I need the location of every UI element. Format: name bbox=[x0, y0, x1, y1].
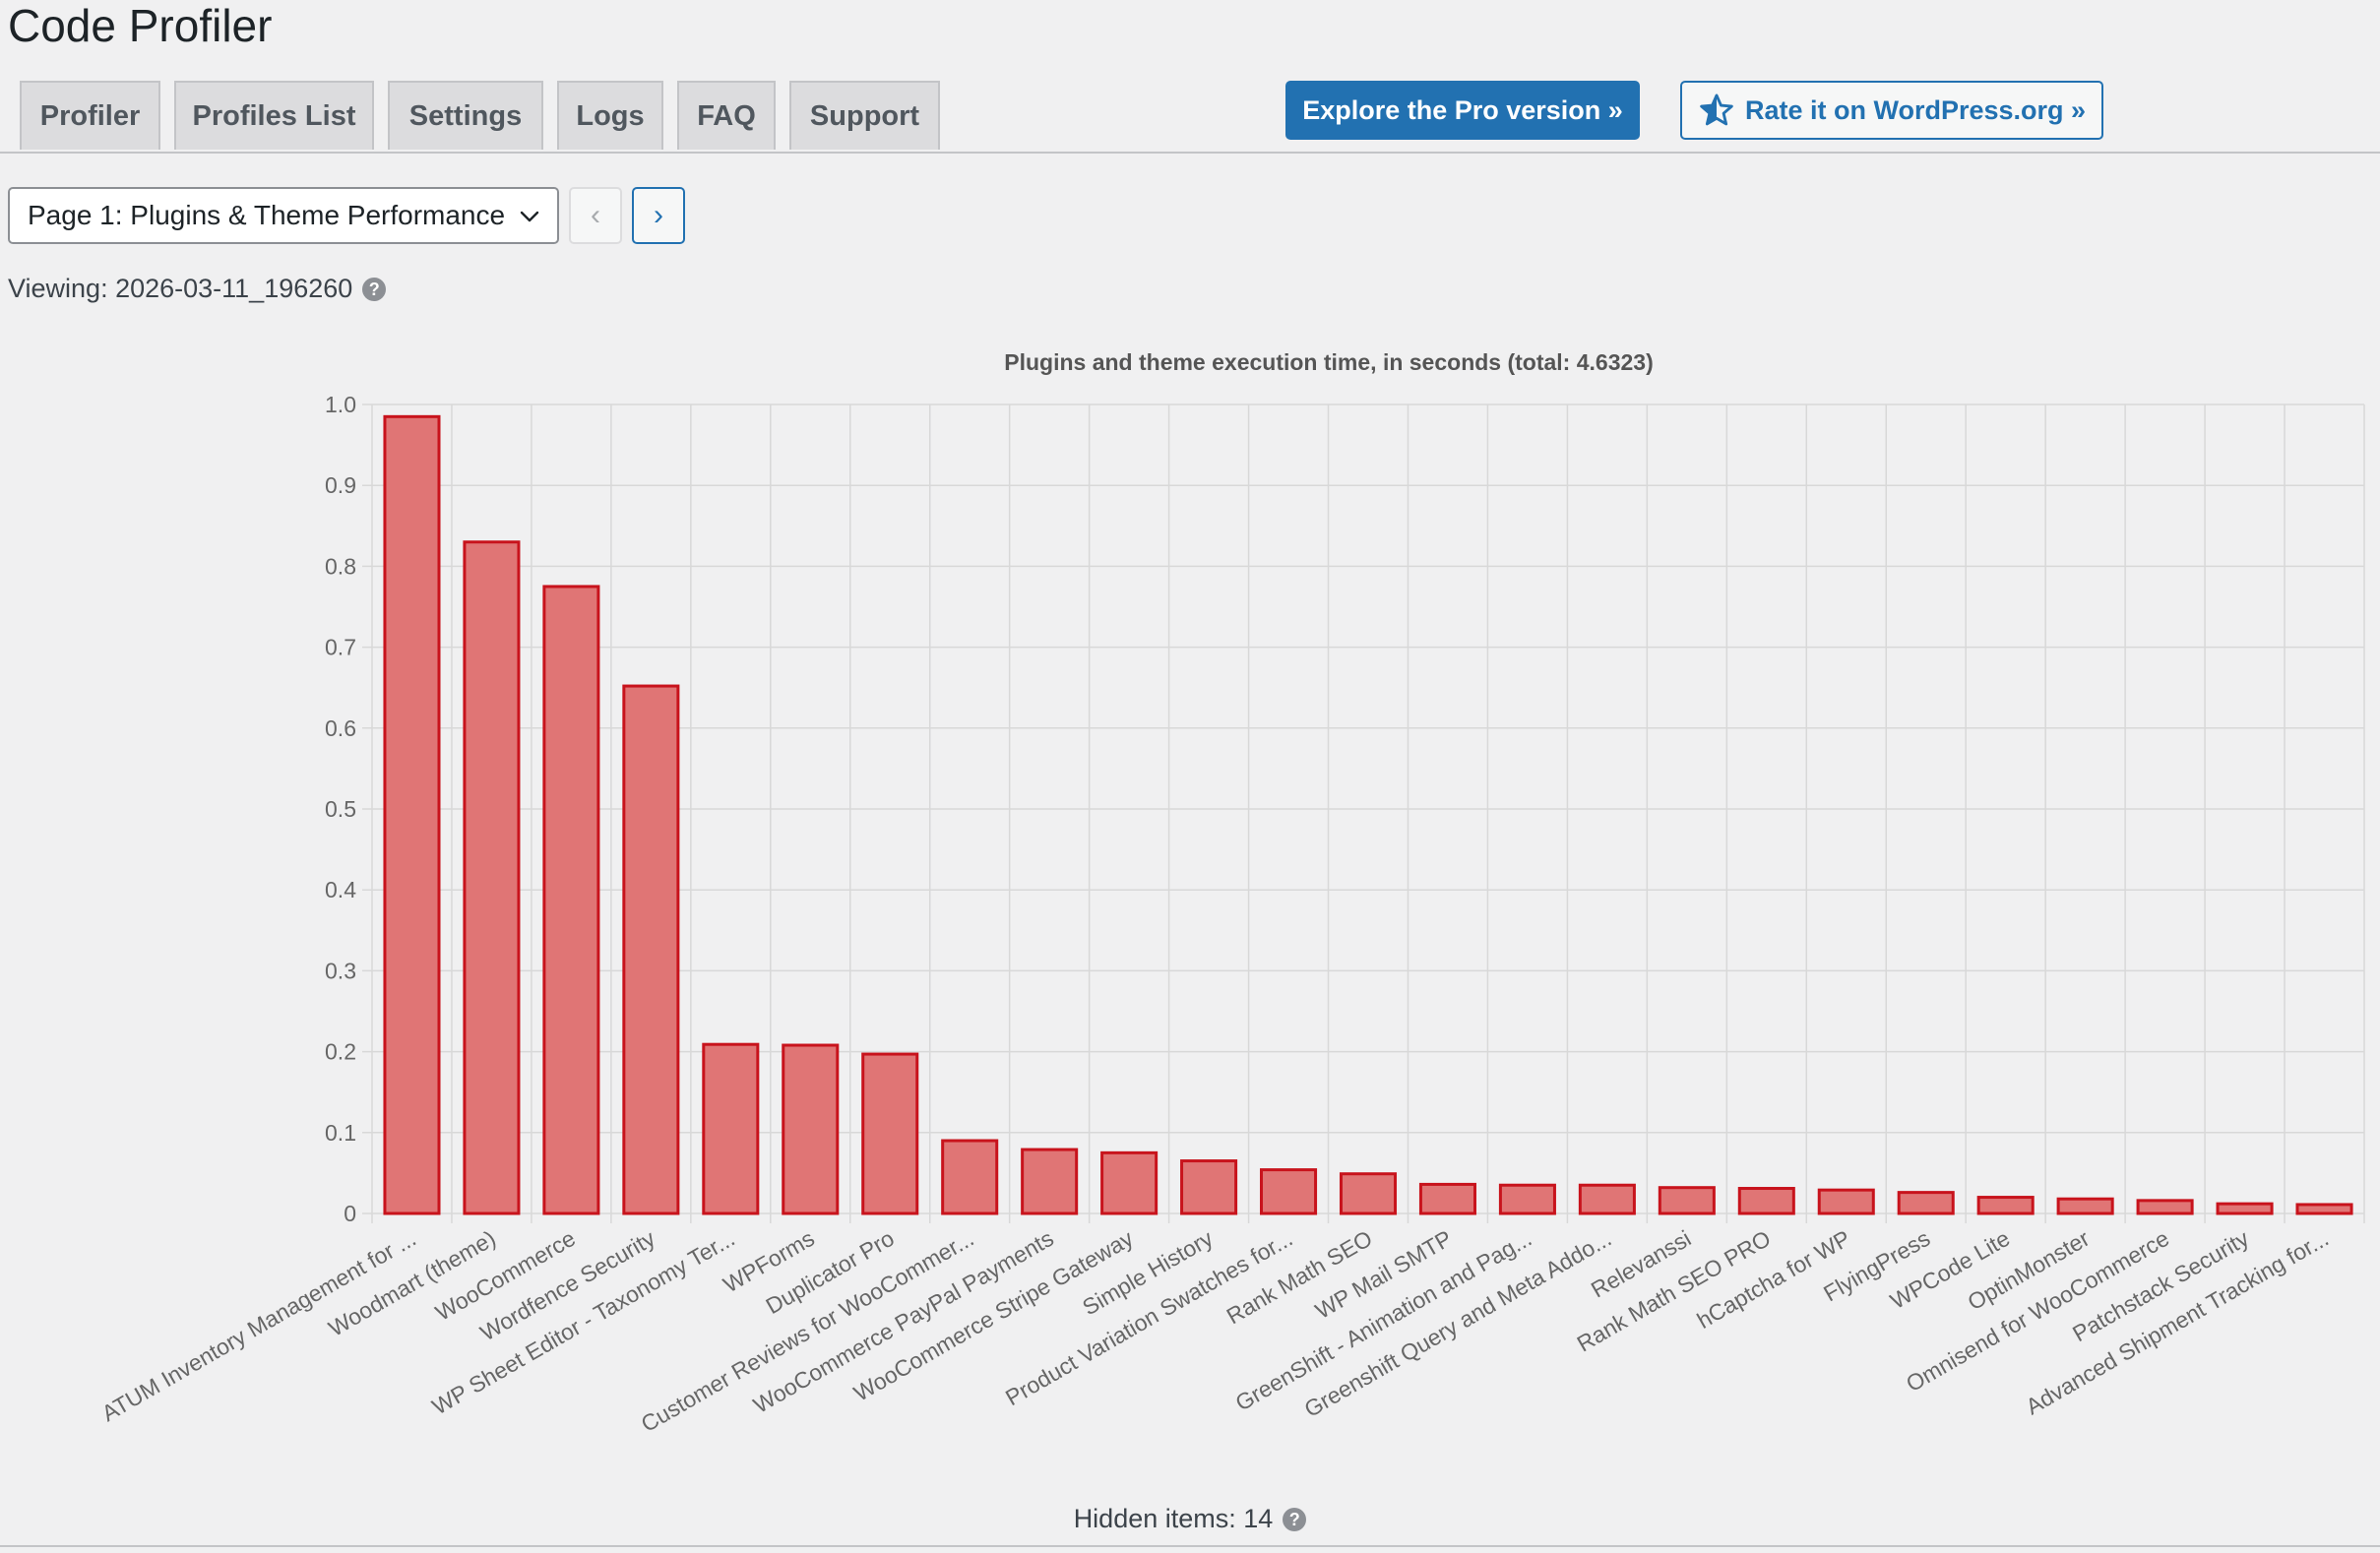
bar bbox=[1658, 1186, 1716, 1215]
rate-button-label: Rate it on WordPress.org » bbox=[1744, 94, 2087, 125]
bar bbox=[1339, 1172, 1398, 1215]
tab-logs[interactable]: Logs bbox=[557, 81, 663, 150]
bar bbox=[1817, 1188, 1875, 1215]
bar bbox=[1976, 1196, 2035, 1215]
bar bbox=[1180, 1159, 1238, 1215]
y-tick-label: 0.5 bbox=[325, 796, 356, 822]
explore-pro-button[interactable]: Explore the Pro version » bbox=[1285, 81, 1640, 140]
hidden-items-info: Hidden items: 14 ? bbox=[0, 1504, 2380, 1534]
bar bbox=[1418, 1182, 1476, 1215]
x-tick-label: ATUM Inventory Management for ... bbox=[97, 1225, 420, 1426]
help-icon[interactable]: ? bbox=[362, 277, 387, 301]
bar bbox=[1260, 1168, 1318, 1215]
help-icon[interactable]: ? bbox=[1283, 1507, 1307, 1531]
bar bbox=[622, 684, 680, 1215]
y-tick-label: 0.1 bbox=[325, 1120, 356, 1146]
tab-support[interactable]: Support bbox=[789, 81, 940, 150]
tab-profiles-list[interactable]: Profiles List bbox=[174, 81, 374, 150]
viewing-info: Viewing: 2026-03-11_196260 ? bbox=[8, 274, 387, 304]
hidden-items-label: Hidden items: 14 bbox=[1073, 1504, 1274, 1533]
bar bbox=[861, 1052, 919, 1215]
y-tick-label: 0.4 bbox=[325, 877, 356, 902]
bar bbox=[463, 540, 521, 1215]
page-select[interactable]: Page 1: Plugins & Theme Performance bbox=[8, 187, 559, 244]
star-icon bbox=[1700, 93, 1733, 126]
bar bbox=[542, 585, 600, 1215]
bar bbox=[702, 1042, 760, 1215]
bar bbox=[2136, 1199, 2194, 1215]
tab-settings[interactable]: Settings bbox=[388, 81, 543, 150]
bar bbox=[2216, 1202, 2274, 1215]
bar bbox=[1897, 1191, 1955, 1215]
tab-profiler[interactable]: Profiler bbox=[20, 81, 160, 150]
bar bbox=[383, 414, 441, 1215]
y-tick-label: 0.6 bbox=[325, 715, 356, 741]
chart-container: Plugins and theme execution time, in sec… bbox=[0, 335, 2380, 1476]
divider bbox=[0, 1545, 2380, 1547]
y-tick-label: 0.7 bbox=[325, 635, 356, 660]
page-title: Code Profiler bbox=[8, 0, 273, 51]
nav-tabs: Profiler Profiles List Settings Logs FAQ… bbox=[0, 81, 2380, 154]
bar bbox=[1100, 1150, 1159, 1215]
bar bbox=[1498, 1183, 1556, 1215]
y-tick-label: 0.3 bbox=[325, 958, 356, 983]
bar bbox=[1021, 1148, 1079, 1215]
tab-faq[interactable]: FAQ bbox=[677, 81, 776, 150]
y-tick-label: 1.0 bbox=[325, 392, 356, 417]
page-select-value: Page 1: Plugins & Theme Performance bbox=[28, 200, 506, 230]
y-tick-label: 0.9 bbox=[325, 472, 356, 498]
bar bbox=[1737, 1187, 1795, 1215]
bar-chart: Plugins and theme execution time, in sec… bbox=[97, 349, 2365, 1437]
y-tick-label: 0 bbox=[344, 1201, 356, 1226]
y-tick-label: 0.8 bbox=[325, 553, 356, 579]
prev-page-button[interactable]: ‹ bbox=[569, 187, 622, 244]
bar bbox=[2056, 1197, 2114, 1215]
chevron-down-icon bbox=[520, 211, 539, 222]
bar bbox=[2295, 1203, 2353, 1215]
next-page-button[interactable]: › bbox=[632, 187, 685, 244]
chart-title: Plugins and theme execution time, in sec… bbox=[1004, 349, 1654, 375]
y-tick-label: 0.2 bbox=[325, 1039, 356, 1065]
rate-button[interactable]: Rate it on WordPress.org » bbox=[1680, 81, 2103, 140]
bar bbox=[782, 1043, 840, 1215]
viewing-label: Viewing: 2026-03-11_196260 bbox=[8, 274, 353, 303]
bar bbox=[941, 1139, 999, 1215]
bar bbox=[1578, 1183, 1636, 1215]
